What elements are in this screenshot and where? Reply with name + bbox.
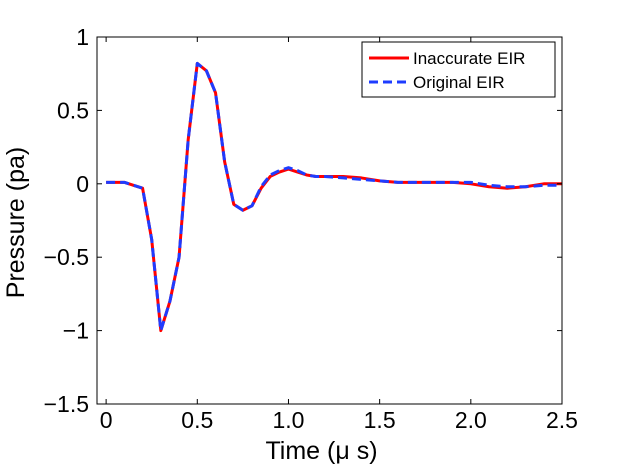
y-tick-label: −1 <box>63 318 89 344</box>
y-axis-label: Pressure (pa) <box>2 147 30 298</box>
series-line-original-eir <box>106 61 562 333</box>
legend: Inaccurate EIR Original EIR <box>361 41 556 98</box>
x-tick-label: 2.5 <box>546 407 578 433</box>
y-tick-label: −1.5 <box>44 391 89 417</box>
axes: 0 0.5 1.0 1.5 2.0 2.5 −1.5 −1 −0.5 0 0.5 1 Time (μ s… <box>2 24 578 465</box>
y-tick-label: −0.5 <box>44 244 89 270</box>
x-tick-label: 0 <box>100 407 113 433</box>
plot-content <box>106 61 562 333</box>
legend-label: Inaccurate EIR <box>413 49 525 68</box>
x-axis-label: Time (μ s) <box>265 437 377 465</box>
plot-frame <box>96 36 563 405</box>
series-line-inaccurate-eir <box>106 61 562 333</box>
legend-label: Original EIR <box>413 73 505 92</box>
y-tick-label: 0.5 <box>57 97 89 123</box>
x-tick-label: 2.0 <box>455 407 487 433</box>
x-tick-label: 1.0 <box>272 407 304 433</box>
x-tick-label: 1.5 <box>364 407 396 433</box>
x-tick-label: 0.5 <box>181 407 213 433</box>
legend-box <box>361 41 556 98</box>
y-tick-label: 0 <box>76 171 89 197</box>
y-tick-label: 1 <box>76 24 89 50</box>
